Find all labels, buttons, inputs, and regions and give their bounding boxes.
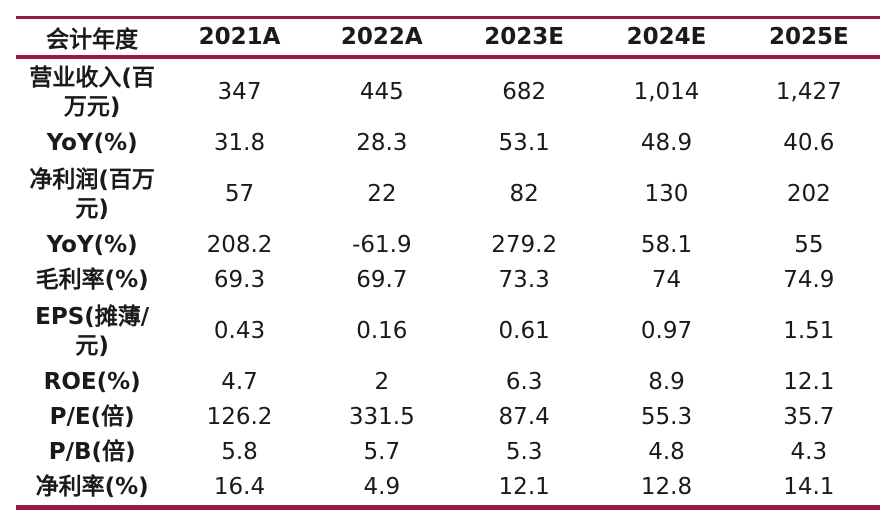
- metric-value: 57: [224, 181, 255, 208]
- row-label: P/E(倍): [49, 404, 135, 431]
- metric-value: 16.4: [213, 474, 266, 501]
- metric-value: 55: [794, 232, 824, 259]
- metric-value: 73.3: [498, 267, 550, 294]
- metric-value: 5.8: [221, 439, 258, 466]
- table-row-revenue: 营业收入(百万元) 347 445 682 1,014 1,427: [16, 57, 880, 126]
- table-header: 会计年度 2021A 2022A 2023E 2024E 2025E: [16, 17, 880, 59]
- metric-value: 28.3: [356, 130, 408, 157]
- metric-value: 0.43: [213, 318, 266, 345]
- metric-value: 0.16: [356, 318, 408, 345]
- row-label: P/B(倍): [48, 439, 136, 466]
- metric-value: 5.7: [363, 439, 401, 466]
- metric-value: 55.3: [640, 404, 693, 431]
- metric-value: 82: [509, 181, 539, 208]
- table-row-net-profit: 净利润(百万元) 57 22 82 130 202: [16, 161, 880, 228]
- metric-value: 4.7: [221, 369, 258, 396]
- table-row-pb: P/B(倍) 5.8 5.7 5.3 4.8 4.3: [16, 435, 880, 470]
- metric-value: 12.8: [640, 474, 693, 501]
- row-label: YoY(%): [46, 130, 138, 157]
- metric-value: 279.2: [491, 232, 558, 259]
- metric-value: 2: [374, 369, 390, 396]
- table-row-pe: P/E(倍) 126.2 331.5 87.4 55.3 35.7: [16, 400, 880, 435]
- metric-value: 31.8: [213, 130, 266, 157]
- column-header-2023e: 2023E: [453, 17, 596, 59]
- metric-value: 331.5: [348, 404, 415, 431]
- metric-value: 5.3: [505, 439, 543, 466]
- metric-value: 40.6: [783, 130, 835, 157]
- metric-value: 58.1: [640, 232, 693, 259]
- table-row-net-margin: 净利率(%) 16.4 4.9 12.1 12.8 14.1: [16, 470, 880, 508]
- row-label: 营业收入(百万元): [29, 64, 155, 120]
- metric-value: 12.1: [783, 369, 835, 396]
- table-row-eps: EPS(摊薄/元) 0.43 0.16 0.61 0.97 1.51: [16, 298, 880, 365]
- metric-value: 0.97: [640, 318, 693, 345]
- metric-value: 126.2: [206, 404, 273, 431]
- financial-summary-table: 会计年度 2021A 2022A 2023E 2024E 2025E 营业收入(…: [16, 16, 880, 510]
- metric-value: -61.9: [352, 232, 412, 259]
- row-label: YoY(%): [46, 232, 138, 259]
- column-header-fiscal-year: 会计年度: [16, 17, 169, 59]
- column-header-2025e: 2025E: [737, 17, 880, 59]
- metric-value: 4.8: [648, 439, 685, 466]
- table-body: 营业收入(百万元) 347 445 682 1,014 1,427 YoY(%)…: [16, 57, 880, 508]
- metric-value: 1.51: [783, 318, 835, 345]
- metric-value: 347: [217, 79, 262, 106]
- metric-value: 6.3: [505, 369, 543, 396]
- table-row-gross-margin: 毛利率(%) 69.3 69.7 73.3 74 74.9: [16, 263, 880, 298]
- metric-value: 0.61: [498, 318, 550, 345]
- metric-value: 202: [786, 181, 831, 208]
- metric-value: 208.2: [206, 232, 273, 259]
- metric-value: 74: [651, 267, 682, 294]
- metric-value: 22: [367, 181, 397, 208]
- row-label: 净利率(%): [35, 474, 149, 501]
- column-header-2021a: 2021A: [168, 17, 311, 59]
- column-header-2022a: 2022A: [310, 17, 453, 59]
- header-row: 会计年度 2021A 2022A 2023E 2024E 2025E: [16, 17, 880, 59]
- metric-value: 69.3: [213, 267, 266, 294]
- metric-value: 14.1: [783, 474, 835, 501]
- table-row-net-profit-yoy: YoY(%) 208.2 -61.9 279.2 58.1 55: [16, 228, 880, 263]
- metric-value: 682: [502, 79, 547, 106]
- metric-value: 12.1: [498, 474, 550, 501]
- metric-value: 130: [644, 181, 689, 208]
- row-label: 毛利率(%): [35, 267, 149, 294]
- metric-value: 69.7: [356, 267, 408, 294]
- table-row-roe: ROE(%) 4.7 2 6.3 8.9 12.1: [16, 365, 880, 400]
- metric-value: 74.9: [783, 267, 835, 294]
- table-row-revenue-yoy: YoY(%) 31.8 28.3 53.1 48.9 40.6: [16, 126, 880, 161]
- metric-value: 87.4: [498, 404, 550, 431]
- row-label: EPS(摊薄/元): [35, 303, 150, 359]
- column-header-2024e: 2024E: [595, 17, 738, 59]
- metric-value: 1,427: [775, 79, 842, 106]
- metric-value: 4.9: [363, 474, 401, 501]
- metric-value: 445: [359, 79, 404, 106]
- metric-value: 4.3: [790, 439, 828, 466]
- row-label: 净利润(百万元): [29, 166, 155, 222]
- row-label: ROE(%): [43, 369, 141, 396]
- metric-value: 53.1: [498, 130, 550, 157]
- metric-value: 35.7: [783, 404, 835, 431]
- fiscal-year-metrics-table: 会计年度 2021A 2022A 2023E 2024E 2025E 营业收入(…: [16, 16, 880, 510]
- metric-value: 48.9: [640, 130, 693, 157]
- metric-value: 1,014: [633, 79, 700, 106]
- metric-value: 8.9: [648, 369, 685, 396]
